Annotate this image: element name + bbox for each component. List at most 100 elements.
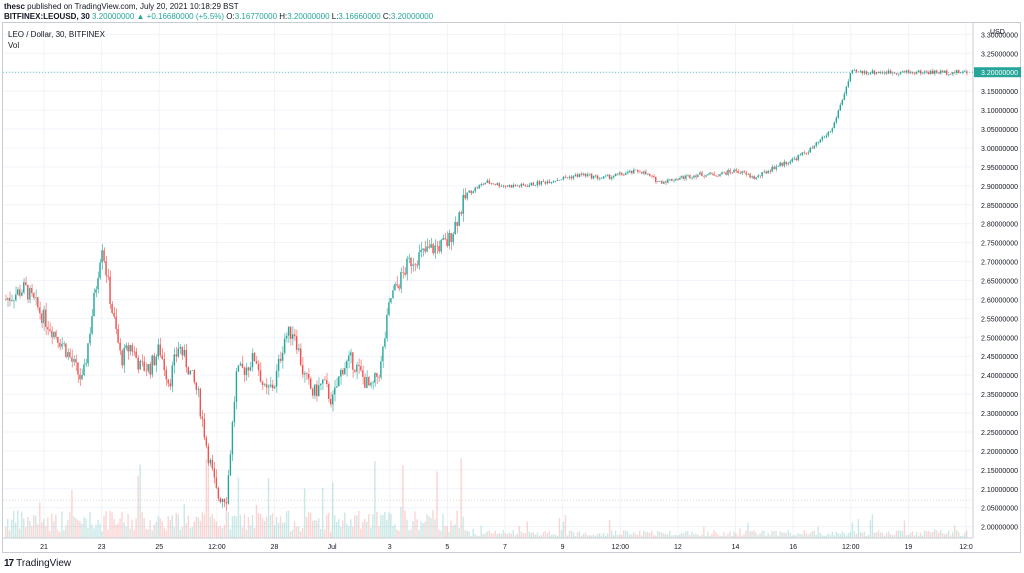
volume-bar xyxy=(450,520,452,538)
volume-bar xyxy=(165,530,167,538)
candle-body xyxy=(141,360,143,362)
candle-body xyxy=(711,172,713,174)
volume-bar xyxy=(801,534,803,538)
candle-body xyxy=(127,345,129,352)
volume-bar xyxy=(386,520,388,538)
volume-bar xyxy=(538,535,541,538)
candle-body xyxy=(193,370,195,383)
volume-bar xyxy=(245,529,248,538)
candle-body xyxy=(67,352,69,357)
volume-bar xyxy=(963,532,966,538)
volume-bar xyxy=(85,518,87,538)
volume-bar xyxy=(309,512,312,538)
candle-body xyxy=(747,174,749,175)
candle-body xyxy=(781,162,783,166)
volume-bar xyxy=(548,531,551,538)
candle-body xyxy=(189,370,191,375)
candle-body xyxy=(83,364,85,375)
candle-body xyxy=(305,373,308,375)
volume-bar xyxy=(251,515,254,538)
candle-body xyxy=(919,70,922,74)
volume-bar xyxy=(408,530,410,538)
volume-bar xyxy=(735,533,737,538)
volume-bar xyxy=(859,531,862,538)
candle-body xyxy=(799,155,801,156)
open-label: O: xyxy=(226,12,235,21)
volume-bar xyxy=(193,521,195,538)
volume-bar xyxy=(496,534,498,538)
volume-bar xyxy=(781,532,783,538)
candle-body xyxy=(51,330,53,338)
candle-body xyxy=(209,459,212,464)
chart-frame[interactable] xyxy=(2,22,1021,553)
x-tick-label: Jul xyxy=(328,544,337,551)
volume-bar xyxy=(205,459,208,538)
candle-body xyxy=(949,74,952,75)
volume-bar xyxy=(23,518,25,538)
volume-bar xyxy=(81,523,83,538)
volume-bar xyxy=(460,458,462,538)
volume-bar xyxy=(281,523,284,538)
volume-bar xyxy=(25,527,27,538)
volume-bar xyxy=(757,535,759,538)
volume-bar xyxy=(959,535,962,538)
volume-bar xyxy=(125,526,127,538)
volume-bar xyxy=(566,535,569,538)
volume-bar xyxy=(793,534,795,538)
candle-body xyxy=(741,171,743,174)
volume-bar xyxy=(943,534,946,538)
volume-bar xyxy=(71,489,73,538)
volume-bar xyxy=(117,523,119,538)
candle-body xyxy=(869,73,872,75)
candle-body xyxy=(552,181,555,183)
volume-bar xyxy=(452,525,454,538)
candle-body xyxy=(683,176,685,179)
candle-body xyxy=(727,170,729,175)
candle-body xyxy=(39,307,41,314)
y-tick-label: 2.20000000 xyxy=(981,449,1018,456)
candle-body xyxy=(91,316,93,334)
candle-body xyxy=(235,371,238,402)
candle-body xyxy=(859,70,862,72)
volume-bar xyxy=(653,534,655,538)
volume-bar xyxy=(651,530,653,538)
candle-body xyxy=(675,178,677,181)
volume-bar xyxy=(29,521,31,538)
candle-body xyxy=(328,384,330,399)
volume-bar xyxy=(655,535,657,538)
y-tick-label: 2.95000000 xyxy=(981,165,1018,172)
candle-body xyxy=(560,179,563,181)
candle-body xyxy=(81,374,83,380)
candle-body xyxy=(45,309,47,328)
candle-body xyxy=(695,175,697,178)
candle-body xyxy=(655,176,657,183)
candle-body xyxy=(819,139,821,143)
candle-body xyxy=(432,244,434,254)
volume-bar xyxy=(955,530,958,538)
candle-body xyxy=(907,70,910,73)
volume-bar xyxy=(255,504,258,538)
volume-bar xyxy=(360,528,362,538)
y-tick-label: 2.75000000 xyxy=(981,241,1018,248)
candle-body xyxy=(382,346,384,362)
volume-bar xyxy=(35,515,37,538)
tradingview-logo-icon: 17 xyxy=(4,558,14,569)
volume-bar xyxy=(422,522,424,538)
candle-body xyxy=(245,367,248,376)
candle-body xyxy=(584,173,587,177)
candle-body xyxy=(807,152,809,154)
candle-body xyxy=(893,72,896,74)
volume-bar xyxy=(550,535,553,538)
candle-body xyxy=(492,183,494,185)
candle-body xyxy=(43,309,45,324)
volume-bar xyxy=(372,514,374,538)
volume-bar xyxy=(283,522,286,538)
volume-bar xyxy=(225,511,228,538)
volume-bar xyxy=(199,520,202,538)
candle-body xyxy=(693,175,695,178)
candle-body xyxy=(851,70,854,74)
volume-bar xyxy=(330,531,332,538)
volume-bar xyxy=(582,533,585,538)
candle-body xyxy=(751,176,753,178)
